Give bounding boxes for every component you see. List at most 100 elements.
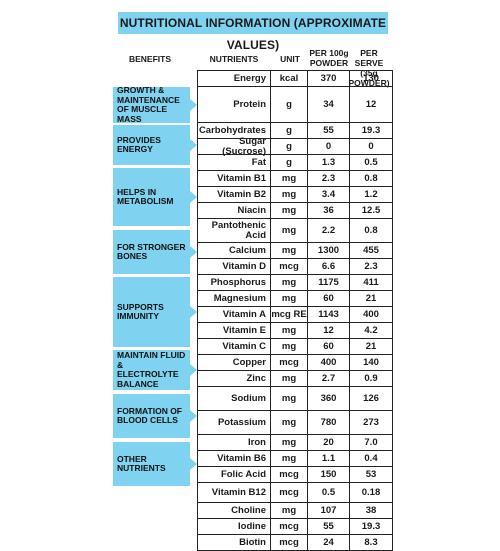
nutrient-unit: mg [271,411,308,434]
value-per-serve: 38 [365,504,377,516]
benefit-group-label: MAINTAIN FLUID & ELECTROLYTE BALANCE [113,350,197,390]
value-per-serve: 2.3 [364,260,378,272]
nutrient-name: Protein [198,87,271,122]
value-per-serve: 130 [363,72,379,84]
value-per-serve: 19.3 [361,520,381,532]
nutrient-unit: kcal [271,71,308,86]
value-per-100g: 360 [308,387,350,410]
nutrient-name: Niacin [198,203,271,218]
nutrient-name: Vitamin E [198,323,271,338]
value-per-serve: 4.2 [364,324,378,336]
nutrient-unit: g [271,123,308,138]
benefit-group-label: HELPS IN METABOLISM [113,168,197,226]
value-per-100g: 3.4 [308,187,350,202]
value-per-100g: 20 [308,435,350,450]
table-row: Folic Acid mcg 150 53 [198,467,392,483]
table-row: Sodium mg 360 126 [198,387,392,411]
value-per-serve: 455 [363,244,379,256]
table-row: Copper mcg 400 140 [198,355,392,371]
nutrient-name: Phosphorus [198,275,271,290]
nutrient-name: Choline [198,503,271,518]
value-per-serve: 0.18 [361,486,381,498]
nutrient-name: Iron [198,435,271,450]
nutrient-unit: mg [271,503,308,518]
nutrient-name: Magnesium [198,291,271,306]
table-row: Choline mg 107 38 [198,503,392,519]
nutrient-name: Copper [198,355,271,370]
value-per-serve: 53 [365,468,377,480]
value-per-serve: 0 [368,140,374,152]
nutrient-unit: mg [271,387,308,410]
header-nutrients: NUTRIENTS [209,54,259,64]
nutrient-name: Fat [198,155,271,170]
value-per-100g: 2.3 [308,171,350,186]
value-per-serve: 12.5 [361,204,381,216]
value-per-100g: 400 [308,355,350,370]
nutrient-unit: mg [271,323,308,338]
value-per-serve: 0.5 [364,156,378,168]
value-per-serve: 19.3 [361,124,381,136]
value-per-100g: 0.5 [308,483,350,502]
benefit-group-label: OTHER NUTRIENTS [113,442,197,486]
nutrient-unit: mcg [271,519,308,534]
table-row: Niacin mg 36 12.5 [198,203,392,219]
nutrient-name: Energy [198,71,271,86]
nutrient-unit: mcg RE [271,307,308,322]
value-per-100g: 1175 [308,275,350,290]
value-per-serve: 400 [363,308,379,320]
value-per-serve: 21 [365,292,377,304]
value-per-serve: 0.9 [364,372,378,384]
nutrient-name: Pantothenic Acid [198,219,271,242]
value-per-100g: 107 [308,503,350,518]
table-row: Magnesium mg 60 21 [198,291,392,307]
value-per-serve: 21 [365,340,377,352]
benefit-group-label: FORMATION OF BLOOD CELLS [113,394,197,438]
value-per-serve: 12 [365,98,377,110]
nutrient-name: Folic Acid [198,467,271,482]
nutrition-table: Energy kcal 370 130 Protein g 34 12 Carbohydrate… [197,70,393,551]
header-unit: UNIT [280,54,300,64]
nutrient-unit: mg [271,187,308,202]
value-per-serve: 140 [363,356,379,368]
table-row: Vitamin B12 mcg 0.5 0.18 [198,483,392,503]
header-per-100g: PER 100g POWDER [309,48,349,68]
value-per-100g: 36 [308,203,350,218]
nutrient-name: Vitamin B1 [198,171,271,186]
value-per-100g: 34 [308,87,350,122]
nutrient-name: Zinc [198,371,271,386]
table-row: Vitamin B6 mg 1.1 0.4 [198,451,392,467]
nutrient-name: Vitamin B2 [198,187,271,202]
header-benefits: BENEFITS [128,54,172,64]
nutrient-name: Sodium [198,387,271,410]
table-row: Carbohydrates g 55 19.3 [198,123,392,139]
table-row: Potassium mg 780 273 [198,411,392,435]
nutrient-name: Vitamin D [198,259,271,274]
table-row: Pantothenic Acid mg 2.2 0.8 [198,219,392,243]
value-per-100g: 60 [308,339,350,354]
table-row: Phosphorus mg 1175 411 [198,275,392,291]
value-per-serve: 1.2 [364,188,378,200]
value-per-100g: 1.3 [308,155,350,170]
nutrient-unit: mcg [271,483,308,502]
value-per-100g: 1.1 [308,451,350,466]
nutrient-unit: g [271,155,308,170]
table-row: Calcium mg 1300 455 [198,243,392,259]
nutrient-name: Iodine [198,519,271,534]
table-row: Zinc mg 2.7 0.9 [198,371,392,387]
value-per-serve: 126 [363,392,379,404]
nutrient-name: Vitamin C [198,339,271,354]
table-row: Iron mg 20 7.0 [198,435,392,451]
nutrient-unit: mg [271,243,308,258]
header-per-serve: PER SERVE (35g POWDER) [348,48,390,88]
nutrient-unit: mcg [271,535,308,550]
value-per-100g: 24 [308,535,350,550]
value-per-serve: 0.8 [364,224,378,236]
nutrient-unit: mg [271,339,308,354]
value-per-100g: 370 [308,71,350,86]
benefit-group-label: PROVIDES ENERGY [113,125,197,165]
nutrient-unit: g [271,139,308,154]
value-per-serve: 8.3 [364,536,378,548]
value-per-100g: 55 [308,519,350,534]
